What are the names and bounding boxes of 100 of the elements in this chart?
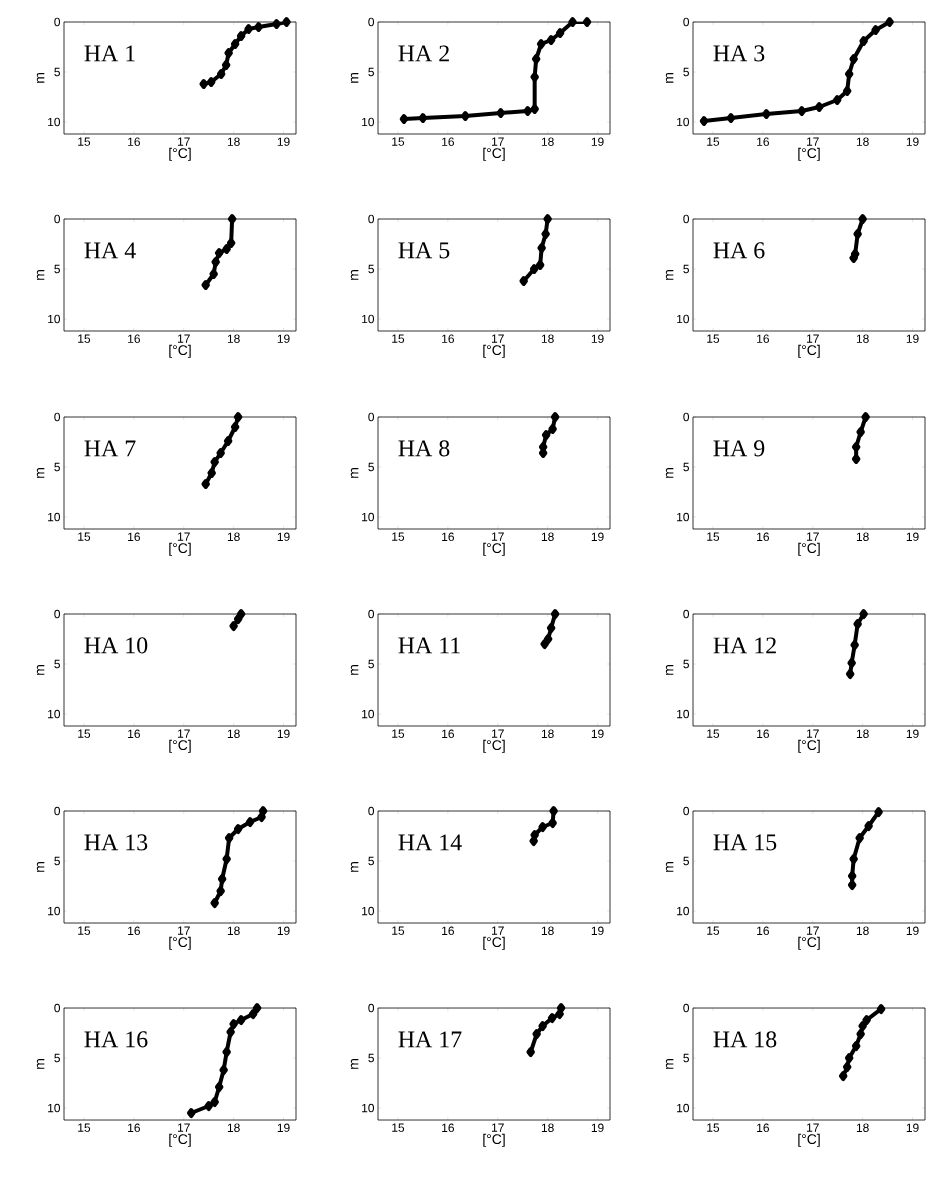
point	[219, 1065, 228, 1076]
point	[245, 817, 255, 828]
text: HA 7	[84, 440, 136, 457]
x-tick-label: 16	[757, 334, 769, 343]
y-tick-label: 10	[48, 314, 61, 324]
x-axis-title: [°C]	[798, 542, 820, 556]
y-tick-label: 5	[683, 659, 689, 669]
x-tick-label: 16	[128, 729, 140, 738]
y-tick-label: 10	[362, 906, 375, 916]
x-tick-label: 19	[906, 334, 919, 343]
y-tick-label: 5	[368, 856, 374, 866]
point	[236, 1015, 246, 1026]
point	[229, 1019, 238, 1030]
x-tick-label: 16	[128, 334, 140, 343]
point	[541, 430, 551, 441]
x-tick-label: 16	[442, 334, 454, 343]
point	[849, 854, 858, 865]
point	[230, 422, 240, 433]
x-tick-label: 17	[807, 334, 819, 343]
point	[861, 412, 870, 423]
x-tick-label: 19	[591, 729, 604, 738]
y-axis-title: m	[665, 665, 674, 675]
y-tick-label: 0	[54, 609, 61, 619]
y-tick-label: 10	[48, 512, 61, 522]
y-tick-label: 5	[368, 462, 374, 472]
x-tick-label: 18	[541, 926, 554, 935]
x-axis-title: [°C]	[483, 147, 505, 161]
x-tick-label: 18	[227, 729, 240, 738]
point	[844, 1053, 854, 1064]
point	[217, 874, 227, 885]
point	[230, 39, 240, 49]
point	[546, 623, 556, 634]
x-tick-label: 17	[492, 926, 504, 935]
y-tick-label: 0	[368, 806, 375, 816]
y-tick-label: 10	[362, 512, 375, 522]
y-tick-label: 10	[48, 1103, 61, 1113]
text: HA 17	[398, 1031, 462, 1048]
point	[201, 280, 210, 291]
y-axis-title: m	[665, 1059, 674, 1069]
point	[548, 424, 557, 435]
y-tick-label: 5	[54, 1053, 60, 1063]
point	[850, 640, 859, 651]
y-tick-label: 10	[677, 512, 690, 522]
y-axis-title: m	[350, 1059, 359, 1069]
y-axis-title: m	[350, 862, 359, 872]
x-tick-label: 17	[492, 334, 504, 343]
point	[272, 19, 281, 29]
y-tick-label: 0	[54, 412, 61, 422]
x-tick-label: 18	[541, 729, 554, 738]
y-tick-label: 5	[54, 659, 60, 669]
point	[762, 109, 771, 119]
point	[847, 880, 857, 891]
y-tick-label: 10	[362, 117, 375, 127]
point	[229, 621, 238, 632]
point	[204, 1101, 213, 1112]
x-tick-label: 15	[707, 532, 720, 541]
point	[529, 836, 538, 847]
x-tick-label: 15	[78, 334, 91, 343]
text: HA 10	[84, 637, 148, 654]
y-tick-label: 0	[368, 1003, 375, 1013]
x-tick-label: 17	[178, 334, 190, 343]
x-tick-label: 19	[277, 532, 290, 541]
x-tick-label: 16	[442, 729, 454, 738]
y-tick-label: 5	[54, 264, 60, 274]
x-tick-label: 15	[392, 137, 405, 146]
text: HA 15	[713, 834, 777, 851]
y-tick-label: 10	[677, 314, 690, 324]
x-axis-title: [°C]	[483, 739, 505, 753]
point	[496, 108, 505, 118]
y-tick-label: 5	[368, 659, 374, 669]
point	[530, 104, 539, 114]
point	[399, 114, 409, 124]
point	[538, 822, 547, 833]
y-axis-title: m	[665, 270, 674, 280]
x-axis-title: [°C]	[798, 344, 820, 358]
x-axis-title: [°C]	[798, 739, 820, 753]
x-tick-label: 18	[227, 1123, 240, 1132]
x-tick-label: 18	[541, 1123, 554, 1132]
point	[832, 95, 842, 105]
x-axis-title: [°C]	[169, 739, 191, 753]
x-tick-label: 16	[757, 137, 769, 146]
point	[543, 634, 553, 645]
point	[546, 35, 556, 45]
point	[568, 17, 577, 27]
x-tick-label: 18	[856, 1123, 869, 1132]
x-axis-title: [°C]	[169, 344, 191, 358]
y-tick-label: 0	[54, 806, 61, 816]
y-tick-label: 5	[54, 462, 60, 472]
x-tick-label: 17	[178, 1123, 190, 1132]
x-axis-title: [°C]	[483, 344, 505, 358]
point	[699, 116, 709, 126]
x-tick-label: 19	[277, 1123, 290, 1132]
x-tick-label: 15	[392, 1123, 405, 1132]
y-tick-label: 5	[368, 1053, 374, 1063]
y-tick-label: 0	[683, 1003, 690, 1013]
point	[221, 60, 231, 70]
point	[842, 1062, 852, 1073]
x-tick-label: 15	[392, 729, 405, 738]
point	[874, 807, 883, 818]
point	[851, 454, 861, 465]
